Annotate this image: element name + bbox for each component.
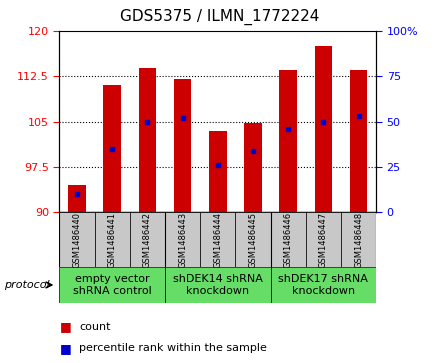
- Text: GSM1486445: GSM1486445: [249, 212, 257, 268]
- Bar: [209, 131, 227, 212]
- Bar: [271, 212, 306, 267]
- Bar: [103, 85, 121, 212]
- Text: ■: ■: [59, 320, 71, 333]
- Text: GSM1486440: GSM1486440: [73, 212, 81, 268]
- Bar: [341, 212, 376, 267]
- Bar: [271, 267, 376, 303]
- Bar: [95, 212, 130, 267]
- Text: GSM1486444: GSM1486444: [213, 212, 222, 268]
- Bar: [279, 70, 297, 212]
- Bar: [244, 123, 262, 212]
- Text: shDEK14 shRNA
knockdown: shDEK14 shRNA knockdown: [173, 274, 263, 296]
- Text: ■: ■: [59, 342, 71, 355]
- Text: GSM1486443: GSM1486443: [178, 212, 187, 268]
- Bar: [59, 267, 165, 303]
- Bar: [350, 70, 367, 212]
- Text: GSM1486446: GSM1486446: [284, 212, 293, 268]
- Text: GSM1486447: GSM1486447: [319, 212, 328, 268]
- Bar: [130, 212, 165, 267]
- Text: empty vector
shRNA control: empty vector shRNA control: [73, 274, 151, 296]
- Text: GSM1486442: GSM1486442: [143, 212, 152, 268]
- Bar: [59, 212, 95, 267]
- Bar: [174, 79, 191, 212]
- Text: GDS5375 / ILMN_1772224: GDS5375 / ILMN_1772224: [120, 9, 320, 25]
- Bar: [68, 185, 86, 212]
- Text: percentile rank within the sample: percentile rank within the sample: [79, 343, 267, 354]
- Bar: [235, 212, 271, 267]
- Bar: [165, 212, 200, 267]
- Bar: [165, 267, 271, 303]
- Bar: [306, 212, 341, 267]
- Text: count: count: [79, 322, 111, 332]
- Text: protocol: protocol: [4, 280, 50, 290]
- Text: shDEK17 shRNA
knockdown: shDEK17 shRNA knockdown: [279, 274, 368, 296]
- Text: GSM1486448: GSM1486448: [354, 212, 363, 268]
- Bar: [200, 212, 235, 267]
- Bar: [315, 46, 332, 212]
- Text: GSM1486441: GSM1486441: [108, 212, 117, 268]
- Bar: [139, 68, 156, 212]
